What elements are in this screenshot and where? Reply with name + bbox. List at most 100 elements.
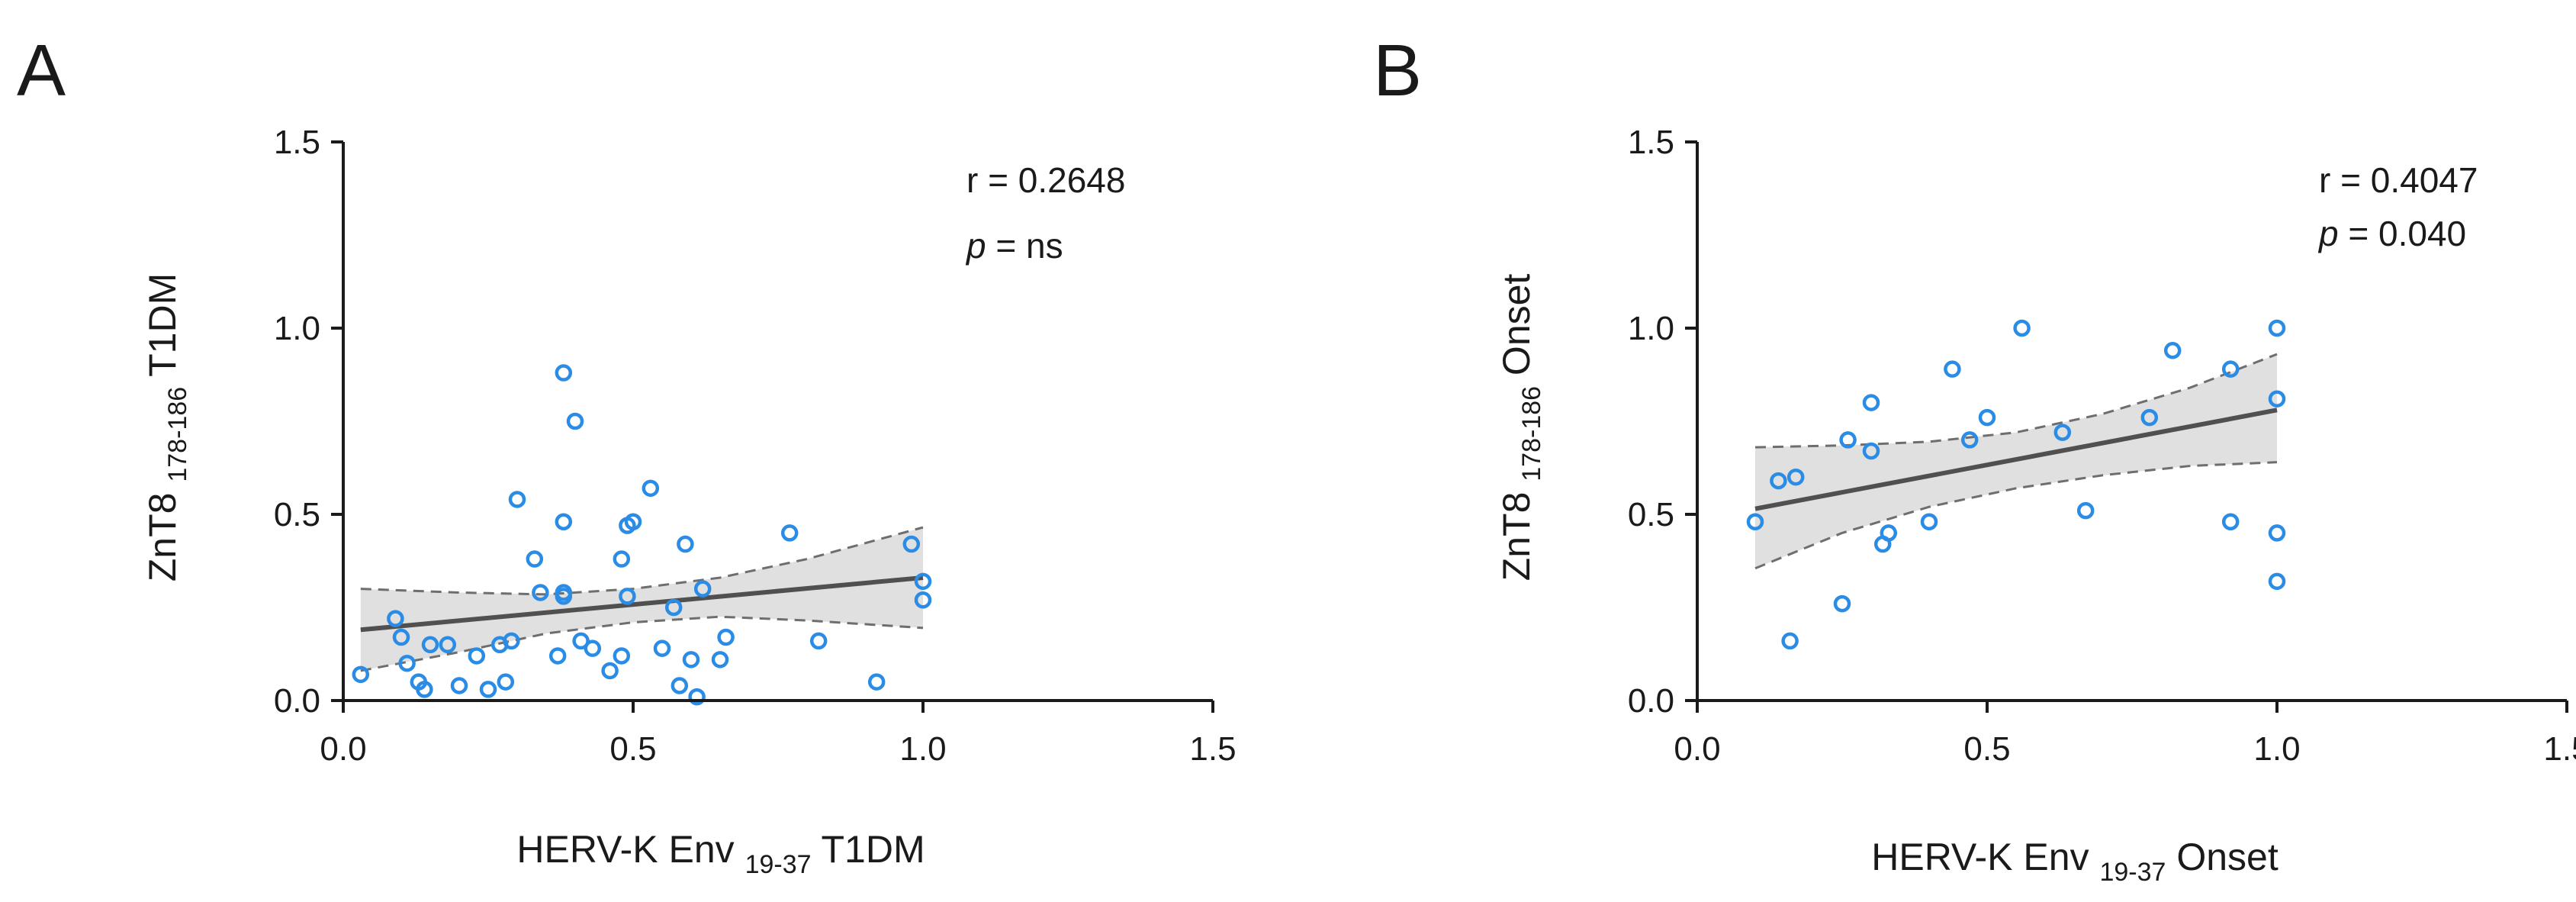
panel-a-y-axis-title: ZnT8 178-186 T1DM xyxy=(141,273,192,581)
panel-a-data-point xyxy=(677,535,694,553)
panel-a-data-point xyxy=(914,572,932,591)
panel-b-ci-lower xyxy=(1754,461,2278,570)
panel-b-data-point xyxy=(2013,319,2031,337)
panel-a-x-axis-title: HERV-K Env 19-37 T1DM xyxy=(516,828,925,879)
panel-a-data-point xyxy=(532,584,549,601)
panel-a-data-point xyxy=(450,677,468,694)
panel-b-x-tick-label: 1.0 xyxy=(2253,730,2300,768)
panel-a-data-point xyxy=(572,632,590,650)
panel-a-data-point xyxy=(619,588,636,605)
panel-a-data-point xyxy=(566,412,584,430)
panel-b-data-point xyxy=(1944,360,1961,378)
panel-a-data-point xyxy=(653,639,671,657)
panel-a-data-point xyxy=(664,598,683,617)
panel-a-data-point xyxy=(439,636,457,654)
panel-b-data-point xyxy=(1839,431,1857,449)
panel-a-data-point xyxy=(601,662,619,680)
panel-a-data-point xyxy=(555,588,573,605)
panel-a: A 0.0 0.5 1.0 1.5 0.0 0.5 1.0 1.5 ZnT8 178-186 … xyxy=(17,30,1237,879)
panel-a-data-point xyxy=(809,632,828,650)
panel-a-y-tick-label: 0.0 xyxy=(274,682,320,720)
panel-b-y-title-suffix: Onset xyxy=(1495,274,1538,386)
panel-b-data-point xyxy=(1746,513,1764,531)
panel-a-data-point xyxy=(688,688,706,706)
panel-b-data-point xyxy=(1862,394,1880,411)
panel-b-y-tick-label: 1.0 xyxy=(1628,310,1674,347)
panel-a-y-title-sub: 178-186 xyxy=(163,387,192,482)
panel-b-r-value: r = 0.4047 xyxy=(2319,160,2478,200)
panel-a-data-point xyxy=(421,636,439,654)
panel-b-plot: 0.0 0.5 1.0 1.5 0.0 0.5 1.0 1.5 xyxy=(1628,124,2576,768)
panel-b-y-title-sub: 178-186 xyxy=(1517,386,1546,482)
panel-b-data-point xyxy=(1960,431,1979,449)
panel-a-data-point xyxy=(526,550,544,568)
panel-a-y-title-suffix: T1DM xyxy=(141,273,184,387)
panel-b-y-tick-label: 0.5 xyxy=(1628,496,1674,533)
panel-b-data-point xyxy=(2076,501,2095,520)
panel-a-confidence-band xyxy=(360,527,923,671)
panel-a-data-point xyxy=(624,513,642,531)
panel-b-y-tick-label: 1.5 xyxy=(1628,124,1674,161)
panel-b: B 0.0 0.5 1.0 1.5 0.0 0.5 1.0 1.5 ZnT8 178-186 … xyxy=(1373,30,2576,887)
panel-b-data-point xyxy=(1862,442,1880,460)
panel-b-x-tick-label: 1.5 xyxy=(2543,730,2576,768)
panel-a-r-value: r = 0.2648 xyxy=(966,160,1125,200)
panel-a-x-title-main: HERV-K Env xyxy=(516,828,744,871)
panel-b-data-point xyxy=(2221,513,2240,531)
panel-b-data-point xyxy=(2268,572,2286,591)
panel-a-x-tick-label: 1.0 xyxy=(899,730,946,768)
panel-a-data-point xyxy=(693,580,712,598)
panel-b-x-title-suffix: Onset xyxy=(2166,836,2278,878)
panel-a-data-point xyxy=(468,647,486,665)
panel-a-data-point xyxy=(555,364,573,382)
panel-b-p-rest: = 0.040 xyxy=(2339,214,2467,253)
panel-a-data-point xyxy=(479,681,497,698)
panel-a-data-point xyxy=(584,639,602,657)
panel-a-data-point xyxy=(555,513,573,531)
panel-a-plot: 0.0 0.5 1.0 1.5 0.0 0.5 1.0 1.5 xyxy=(274,124,1237,768)
panel-b-x-tick-label: 0.0 xyxy=(1674,730,1720,768)
panel-b-x-axis-title: HERV-K Env 19-37 Onset xyxy=(1871,836,2279,887)
panel-b-y-tick-label: 0.0 xyxy=(1628,682,1674,720)
panel-a-x-tick-label: 0.5 xyxy=(609,730,656,768)
panel-a-x-title-suffix: T1DM xyxy=(812,828,925,871)
panel-a-data-point xyxy=(387,610,404,627)
panel-b-data-point xyxy=(2268,390,2286,408)
panel-a-data-point xyxy=(867,673,886,691)
panel-a-data-point xyxy=(780,524,799,542)
panel-a-data-point xyxy=(914,591,932,609)
panel-b-data-point xyxy=(1920,513,1938,531)
panel-b-data-point xyxy=(2053,424,2072,441)
panel-a-p-rest: = ns xyxy=(986,226,1063,266)
panel-b-data-point xyxy=(1880,524,1898,542)
panel-a-y-tick-label: 1.5 xyxy=(274,124,320,161)
panel-b-ci-upper xyxy=(1754,353,2278,449)
panel-a-y-title-main: ZnT8 xyxy=(141,482,184,582)
panel-a-p-value: p = ns xyxy=(965,226,1063,266)
panel-a-data-point xyxy=(398,654,416,672)
panel-b-y-title-main: ZnT8 xyxy=(1495,482,1538,581)
panel-b-data-point xyxy=(2163,342,2182,359)
panel-a-data-point xyxy=(613,550,631,568)
panel-a-data-point xyxy=(416,681,433,698)
panel-a-regression-line xyxy=(360,575,924,633)
panel-a-data-point xyxy=(497,673,515,691)
panel-a-ci-upper xyxy=(360,526,924,596)
panel-b-data-point xyxy=(1781,632,1799,650)
panel-b-regression-line xyxy=(1754,408,2278,511)
panel-b-p-symbol: p xyxy=(2317,214,2339,253)
panel-b-data-point xyxy=(2140,408,2159,427)
panel-a-y-tick-label: 0.5 xyxy=(274,496,320,533)
panel-b-y-axis-title: ZnT8 178-186 Onset xyxy=(1495,274,1546,581)
panel-b-data-point xyxy=(1833,594,1851,613)
panel-a-x-tick-label: 1.5 xyxy=(1189,730,1236,768)
panel-b-data-point xyxy=(2221,360,2240,378)
panel-a-data-point xyxy=(392,628,410,646)
panel-b-x-tick-label: 0.5 xyxy=(1963,730,2010,768)
panel-a-data-point xyxy=(352,665,370,684)
panel-b-p-value: p = 0.040 xyxy=(2317,214,2466,253)
panel-b-x-title-sub: 19-37 xyxy=(2099,858,2166,887)
panel-a-data-point xyxy=(613,647,631,665)
panel-b-data-point xyxy=(2268,319,2286,337)
panel-a-data-point xyxy=(503,632,520,650)
